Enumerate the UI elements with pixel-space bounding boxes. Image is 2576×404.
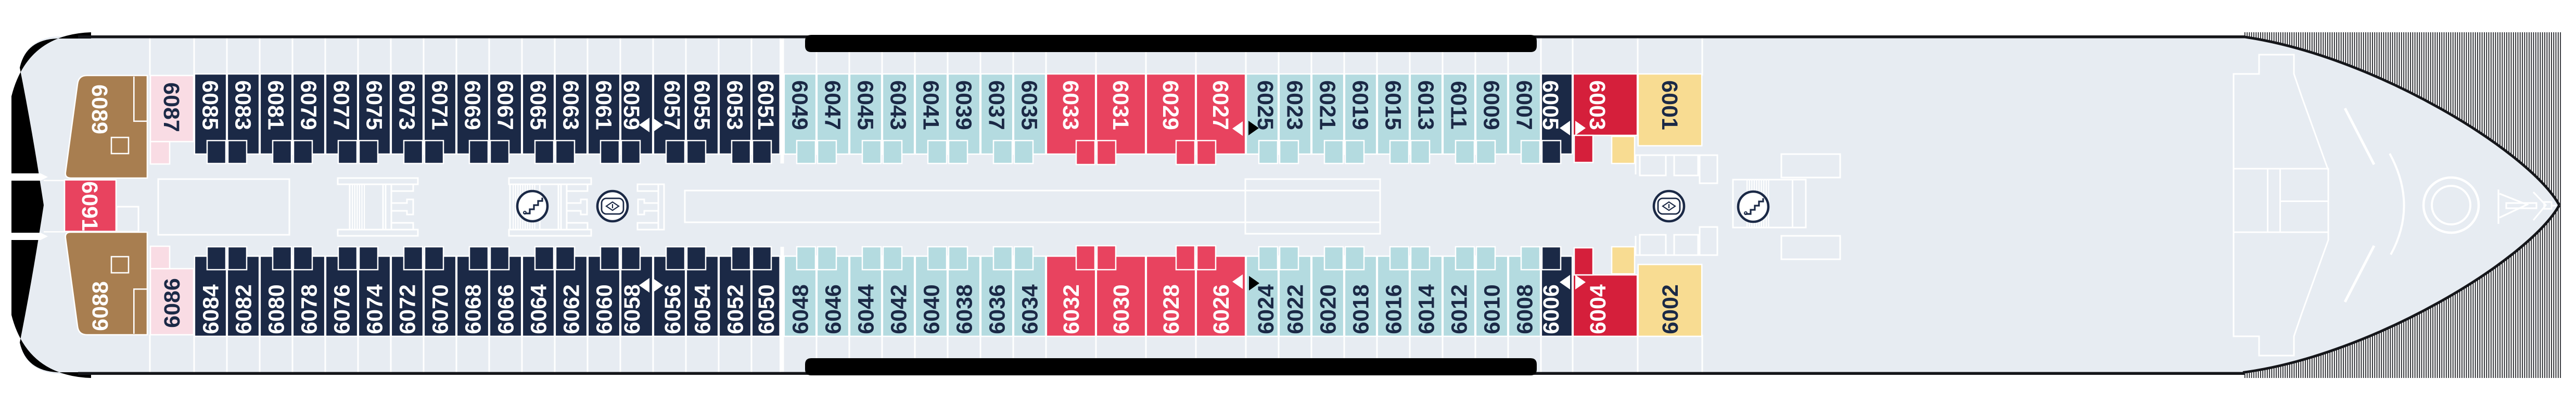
svg-text:6038: 6038	[952, 284, 977, 334]
svg-text:6004: 6004	[1586, 284, 1611, 334]
svg-text:6025: 6025	[1253, 80, 1278, 130]
svg-text:6081: 6081	[263, 80, 288, 130]
svg-text:6069: 6069	[460, 80, 485, 130]
svg-text:6011: 6011	[1446, 81, 1471, 129]
svg-text:6087: 6087	[159, 82, 184, 132]
svg-text:6046: 6046	[821, 284, 846, 334]
svg-text:6027: 6027	[1208, 80, 1233, 130]
svg-text:6063: 6063	[558, 80, 583, 130]
svg-text:6086: 6086	[160, 278, 185, 328]
svg-text:6073: 6073	[394, 80, 419, 130]
svg-text:6044: 6044	[854, 284, 879, 334]
svg-text:6016: 6016	[1382, 284, 1407, 334]
svg-text:6039: 6039	[951, 80, 976, 130]
svg-text:6015: 6015	[1381, 80, 1406, 130]
svg-text:6067: 6067	[493, 80, 518, 130]
svg-text:6047: 6047	[820, 80, 845, 130]
svg-text:6083: 6083	[231, 80, 256, 130]
svg-text:6031: 6031	[1108, 80, 1133, 130]
svg-text:6042: 6042	[887, 284, 912, 334]
svg-text:6075: 6075	[362, 80, 387, 130]
svg-text:6078: 6078	[297, 284, 322, 334]
svg-text:6077: 6077	[329, 80, 354, 130]
svg-text:6001: 6001	[1657, 80, 1682, 130]
svg-text:6008: 6008	[1513, 284, 1538, 334]
svg-text:6074: 6074	[363, 284, 388, 334]
svg-text:6026: 6026	[1209, 284, 1234, 334]
svg-text:6057: 6057	[659, 80, 684, 130]
svg-text:6003: 6003	[1585, 80, 1610, 130]
svg-text:6022: 6022	[1283, 284, 1308, 334]
svg-text:6036: 6036	[985, 284, 1010, 334]
svg-text:6091: 6091	[77, 181, 102, 231]
svg-text:6079: 6079	[296, 80, 321, 130]
svg-text:6028: 6028	[1159, 284, 1184, 334]
svg-text:6037: 6037	[984, 80, 1009, 130]
svg-text:6019: 6019	[1348, 80, 1373, 130]
svg-text:6048: 6048	[788, 284, 813, 334]
svg-text:6080: 6080	[264, 284, 289, 334]
svg-text:6045: 6045	[853, 80, 878, 130]
svg-text:6006: 6006	[1539, 284, 1564, 334]
svg-text:6033: 6033	[1058, 80, 1083, 130]
svg-text:6014: 6014	[1414, 284, 1439, 334]
svg-text:6051: 6051	[753, 80, 778, 130]
svg-text:6041: 6041	[919, 80, 943, 130]
svg-text:6007: 6007	[1512, 80, 1537, 130]
svg-text:6066: 6066	[494, 284, 519, 334]
svg-text:6089: 6089	[87, 84, 112, 134]
svg-text:6058: 6058	[620, 284, 645, 334]
svg-text:6072: 6072	[396, 284, 420, 334]
svg-text:6085: 6085	[198, 80, 223, 130]
svg-text:6009: 6009	[1479, 80, 1504, 130]
svg-text:6084: 6084	[199, 284, 224, 334]
svg-text:6055: 6055	[690, 80, 715, 130]
svg-text:6059: 6059	[619, 80, 644, 130]
svg-text:6082: 6082	[232, 284, 257, 334]
svg-text:6020: 6020	[1316, 284, 1341, 334]
svg-text:6043: 6043	[886, 80, 911, 130]
svg-text:6032: 6032	[1059, 284, 1084, 334]
svg-text:6002: 6002	[1658, 284, 1683, 334]
svg-text:6064: 6064	[527, 284, 552, 334]
svg-text:6005: 6005	[1538, 80, 1563, 130]
svg-text:6049: 6049	[787, 80, 812, 130]
svg-text:6088: 6088	[88, 281, 113, 331]
svg-text:6054: 6054	[691, 284, 716, 334]
svg-text:6071: 6071	[427, 80, 452, 130]
svg-text:6062: 6062	[559, 284, 584, 334]
svg-text:6056: 6056	[660, 284, 685, 334]
svg-text:6050: 6050	[754, 284, 779, 334]
svg-text:6070: 6070	[428, 284, 453, 334]
svg-text:6024: 6024	[1254, 284, 1279, 334]
svg-text:6076: 6076	[330, 284, 355, 334]
svg-text:6010: 6010	[1480, 284, 1505, 334]
svg-text:6018: 6018	[1349, 284, 1374, 334]
svg-text:6013: 6013	[1413, 80, 1438, 130]
svg-text:6068: 6068	[461, 284, 486, 334]
svg-text:6040: 6040	[920, 284, 945, 334]
svg-text:6021: 6021	[1315, 80, 1340, 130]
svg-text:6030: 6030	[1109, 284, 1134, 334]
svg-text:6061: 6061	[591, 80, 616, 130]
svg-text:6052: 6052	[723, 284, 748, 334]
svg-text:6012: 6012	[1447, 284, 1472, 334]
svg-text:6023: 6023	[1282, 80, 1307, 130]
svg-text:6053: 6053	[722, 80, 747, 130]
svg-text:6035: 6035	[1017, 80, 1042, 130]
svg-text:6034: 6034	[1018, 284, 1043, 334]
svg-text:6065: 6065	[526, 80, 551, 130]
svg-text:6060: 6060	[592, 284, 617, 334]
svg-text:6029: 6029	[1158, 80, 1183, 130]
